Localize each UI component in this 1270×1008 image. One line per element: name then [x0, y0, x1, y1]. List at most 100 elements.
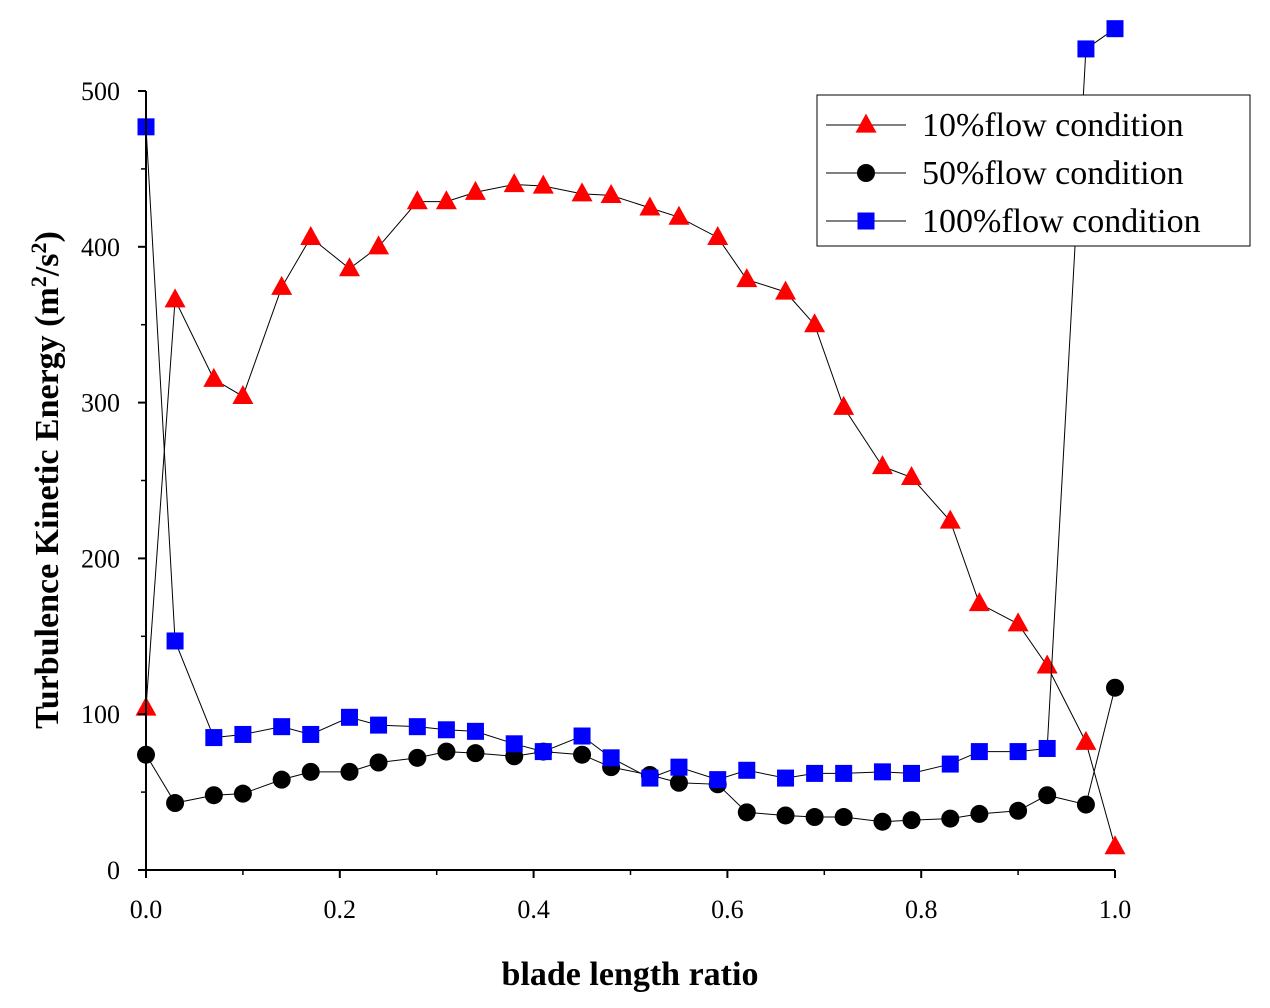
data-point: [369, 753, 388, 772]
data-point: [709, 771, 727, 789]
data-point: [233, 784, 252, 803]
series-10-flow-condition: [135, 173, 1126, 855]
series-line: [145, 687, 1116, 823]
data-point: [968, 592, 990, 612]
data-point: [437, 721, 455, 739]
axes: 0.0 0.2 0.4 0.6 0.8 1.0 0 100 200 300 400 500 blad…: [26, 77, 1131, 993]
data-point: [1036, 654, 1058, 674]
data-point: [668, 205, 690, 225]
data-point: [203, 367, 225, 387]
y-ticks: 0 100 200 300 400 500: [81, 77, 146, 885]
y-tick-label: 100: [81, 700, 120, 729]
legend-marker: [855, 113, 877, 133]
data-point: [466, 722, 484, 740]
data-point: [776, 806, 795, 825]
data-point: [602, 749, 620, 767]
series-50-flow-condition: [137, 678, 1124, 831]
y-tick-label: 200: [81, 544, 120, 573]
data-point: [464, 180, 486, 200]
x-tick-label: 0.8: [905, 895, 938, 924]
data-point: [340, 708, 358, 726]
y-tick-label: 400: [81, 233, 120, 262]
data-point: [641, 769, 659, 787]
data-point: [970, 743, 988, 761]
data-point: [805, 808, 824, 827]
plot-area: [135, 20, 1126, 855]
data-point: [833, 395, 855, 415]
data-point: [370, 716, 388, 734]
data-point: [970, 804, 989, 823]
data-point: [777, 769, 795, 787]
x-tick-label: 0.2: [324, 895, 357, 924]
data-point: [532, 174, 554, 194]
data-point: [1007, 612, 1029, 632]
data-point: [873, 763, 891, 781]
data-point: [806, 764, 824, 782]
series-line: [145, 183, 1116, 847]
data-point: [903, 764, 921, 782]
data-point: [1009, 743, 1027, 761]
data-point: [205, 729, 223, 747]
legend-entry-10-flow-condition: 10%flow condition: [826, 107, 1184, 144]
legend-marker: [857, 164, 875, 182]
data-point: [166, 632, 184, 650]
data-point: [301, 762, 320, 781]
data-point: [503, 173, 525, 193]
data-point: [300, 226, 322, 246]
x-tick-label: 0.4: [517, 895, 550, 924]
data-point: [835, 764, 853, 782]
y-tick-label: 500: [81, 77, 120, 106]
data-point: [1076, 795, 1095, 814]
data-point: [271, 275, 293, 295]
data-point: [437, 742, 456, 761]
data-point: [738, 761, 756, 779]
data-point: [571, 182, 593, 202]
x-tick-label: 1.0: [1099, 895, 1132, 924]
data-point: [1038, 739, 1056, 757]
data-point: [573, 745, 592, 764]
data-point: [669, 773, 688, 792]
data-point: [272, 770, 291, 789]
series-100-flow-condition: [137, 20, 1124, 789]
legend-marker: [857, 212, 875, 230]
data-point: [406, 190, 428, 210]
data-point: [408, 718, 426, 736]
legend: 10%flow condition 50%flow condition 100%fl…: [816, 94, 1251, 247]
data-point: [1106, 678, 1124, 697]
data-point: [871, 455, 893, 475]
data-point: [1106, 20, 1124, 38]
x-tick-label: 0.6: [711, 895, 744, 924]
data-point: [273, 718, 291, 736]
data-point: [639, 196, 661, 216]
data-point: [600, 183, 622, 203]
data-point: [1009, 801, 1028, 820]
data-point: [939, 509, 961, 529]
data-point: [1075, 730, 1097, 750]
data-point: [1077, 40, 1095, 58]
data-point: [901, 465, 923, 485]
legend-entry-100-flow-condition: 100%flow condition: [826, 203, 1201, 240]
data-point: [941, 755, 959, 773]
data-point: [902, 811, 921, 830]
data-point: [707, 226, 729, 246]
data-point: [340, 762, 359, 781]
data-point: [466, 744, 485, 763]
data-point: [232, 384, 254, 404]
data-point: [204, 786, 223, 805]
y-tick-label: 300: [81, 389, 120, 418]
legend-label: 100%flow condition: [922, 203, 1201, 240]
data-point: [737, 803, 756, 822]
data-point: [164, 288, 186, 308]
x-ticks: 0.0 0.2 0.4 0.6 0.8 1.0: [130, 870, 1132, 924]
data-point: [166, 794, 185, 813]
data-point: [505, 735, 523, 753]
legend-label: 50%flow condition: [922, 155, 1184, 192]
data-point: [534, 743, 552, 761]
data-point: [941, 809, 960, 828]
data-point: [834, 808, 853, 827]
data-point: [736, 268, 758, 288]
y-axis-title: Turbulence Kinetic Energy (m2/s2): [26, 231, 66, 729]
data-point: [670, 758, 688, 776]
